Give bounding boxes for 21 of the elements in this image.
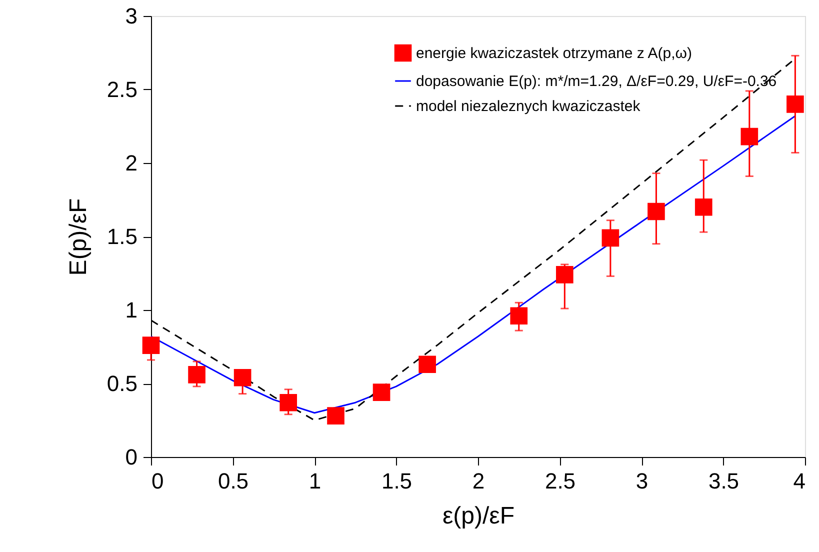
x-axis-title: ε(p)/εF: [442, 502, 515, 530]
x-tick-label: 1.5: [381, 468, 412, 494]
x-tick-label: 3: [636, 468, 648, 494]
x-tick-label: 0: [152, 468, 164, 494]
y-axis-title: E(p)/εF: [64, 198, 92, 276]
x-tick-label: 2.5: [544, 468, 576, 494]
y-tick-label: 2.5: [106, 77, 138, 102]
legend-label: dopasowanie E(p): m*/m=1.29, Δ/εF=0.29, U/εF=-0.36: [416, 73, 777, 90]
y-tick-label: 0: [125, 444, 138, 470]
y-tick-label: 3: [125, 4, 138, 28]
x-tick-label: 0.5: [218, 468, 249, 494]
x-tick-label: 1: [308, 468, 322, 494]
legend-label: model niezaleznych kwaziczastek: [416, 98, 641, 115]
y-tick-label: 0.5: [106, 371, 138, 396]
x-tick-label: 3.5: [708, 468, 740, 494]
y-tick-label: 2: [125, 150, 138, 176]
x-tick-label: 4: [793, 468, 806, 494]
y-tick-label: 1.5: [106, 224, 138, 249]
x-tick-label: 2: [472, 468, 485, 494]
legend-label: energie kwaziczastek otrzymane z A(p,ω): [416, 45, 692, 62]
y-tick-label: 1: [125, 298, 138, 322]
